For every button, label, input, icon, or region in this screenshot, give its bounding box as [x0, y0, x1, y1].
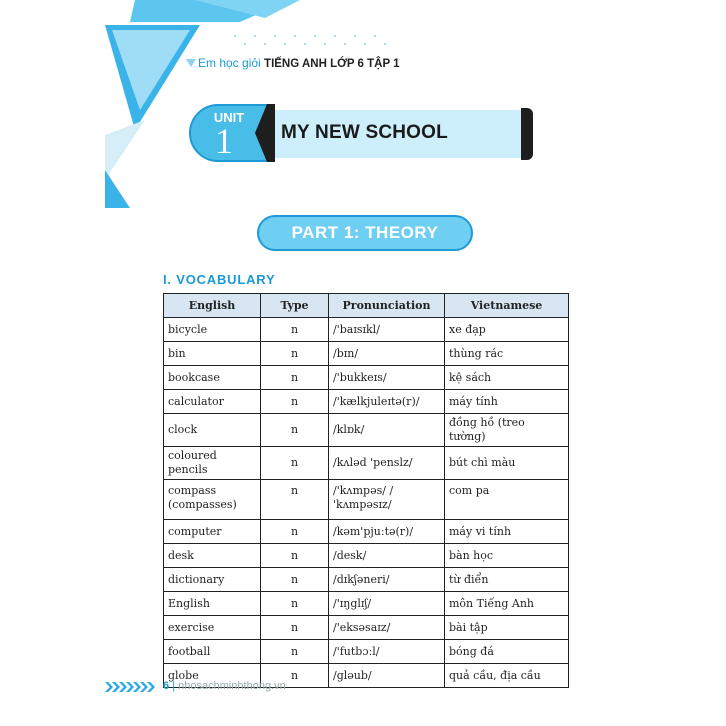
type-cell: n	[260, 341, 329, 366]
table-row: bookcase n/'bukkeɪs/kệ sách	[163, 365, 569, 390]
pronunciation-cell: /'kælkjuleɪtə(r)/	[328, 389, 445, 414]
vietnamese-cell: xe đạp	[444, 317, 569, 342]
footer-separator: |	[172, 680, 176, 692]
table-header-row: English Type Pronunciation Vietnamese	[163, 293, 569, 318]
pronunciation-cell: /'futbɔːl/	[328, 639, 445, 664]
unit-number: 1	[215, 121, 233, 161]
table-row: bicycle n/'baɪsɪkl/xe đạp	[163, 317, 569, 342]
english-cell: bookcase	[163, 365, 261, 390]
type-cell: n	[260, 663, 329, 688]
table-row: globe n/gləub/quả cầu, địa cầu	[163, 663, 569, 688]
pronunciation-cell: /bɪn/	[328, 341, 445, 366]
english-cell: football	[163, 639, 261, 664]
vietnamese-cell: com pa	[444, 479, 569, 520]
table-row: dictionary n/dɪkʃəneri/từ điển	[163, 567, 569, 592]
english-cell: calculator	[163, 389, 261, 414]
type-cell: n	[260, 639, 329, 664]
column-header: English	[163, 293, 261, 318]
vietnamese-cell: bóng đá	[444, 639, 569, 664]
pronunciation-cell: /klɒk/	[328, 413, 445, 447]
pronunciation-cell: /gləub/	[328, 663, 445, 688]
vietnamese-cell: môn Tiếng Anh	[444, 591, 569, 616]
english-cell: computer	[163, 519, 261, 544]
english-cell: desk	[163, 543, 261, 568]
vietnamese-cell: bàn học	[444, 543, 569, 568]
table-row: English n/'ɪŋglɪʃ/môn Tiếng Anh	[163, 591, 569, 616]
page-number: 6	[163, 680, 170, 692]
running-header: Em học giỏi TIẾNG ANH LỚP 6 TẬP 1	[198, 56, 400, 70]
english-cell: English	[163, 591, 261, 616]
type-cell: n	[260, 615, 329, 640]
table-row: bin n/bɪn/thùng rác	[163, 341, 569, 366]
english-cell: dictionary	[163, 567, 261, 592]
table-row: clock n/klɒk/đồng hồ (treo tường)	[163, 413, 569, 447]
triangle-marker-icon	[186, 59, 196, 67]
vietnamese-cell: từ điển	[444, 567, 569, 592]
table-row: exercise n/'eksəsaɪz/bài tập	[163, 615, 569, 640]
vietnamese-cell: quả cầu, địa cầu	[444, 663, 569, 688]
vietnamese-cell: máy vi tính	[444, 519, 569, 544]
title-bar-right-cap	[521, 108, 533, 160]
part-heading: PART 1: THEORY	[257, 215, 473, 251]
type-cell: n	[260, 446, 329, 480]
pronunciation-cell: /'kʌmpəs/ / 'kʌmpəsɪz/	[328, 479, 445, 520]
type-cell: n	[260, 567, 329, 592]
column-header: Pronunciation	[328, 293, 445, 318]
english-cell: globe	[163, 663, 261, 688]
pronunciation-cell: /kəm'pjuːtə(r)/	[328, 519, 445, 544]
vietnamese-cell: kệ sách	[444, 365, 569, 390]
type-cell: n	[260, 317, 329, 342]
table-row: desk n/desk/bàn học	[163, 543, 569, 568]
english-cell: bin	[163, 341, 261, 366]
vocabulary-table: English Type Pronunciation Vietnamese bicyc…	[163, 293, 569, 688]
table-row: computer n/kəm'pjuːtə(r)/máy vi tính	[163, 519, 569, 544]
vietnamese-cell: thùng rác	[444, 341, 569, 366]
vietnamese-cell: bài tập	[444, 615, 569, 640]
table-row: calculator n/'kælkjuleɪtə(r)/máy tính	[163, 389, 569, 414]
english-cell: clock	[163, 413, 261, 447]
english-cell: compass (compasses)	[163, 479, 261, 520]
column-header: Type	[260, 293, 329, 318]
table-row: football n/'futbɔːl/bóng đá	[163, 639, 569, 664]
header-book-title: TIẾNG ANH LỚP 6 TẬP 1	[264, 58, 400, 70]
unit-title-bar	[270, 110, 528, 158]
pronunciation-cell: /'baɪsɪkl/	[328, 317, 445, 342]
section-heading: I. VOCABULARY	[163, 272, 276, 287]
type-cell: n	[260, 479, 329, 520]
english-cell: bicycle	[163, 317, 261, 342]
pronunciation-cell: /'eksəsaɪz/	[328, 615, 445, 640]
type-cell: n	[260, 591, 329, 616]
vietnamese-cell: máy tính	[444, 389, 569, 414]
type-cell: n	[260, 365, 329, 390]
pronunciation-cell: /kʌləd 'penslz/	[328, 446, 445, 480]
type-cell: n	[260, 519, 329, 544]
pronunciation-cell: /desk/	[328, 543, 445, 568]
english-cell: exercise	[163, 615, 261, 640]
table-row: compass (compasses) n/'kʌmpəs/ / 'kʌmpəsɪ…	[163, 479, 569, 520]
column-header: Vietnamese	[444, 293, 569, 318]
unit-title: MY NEW SCHOOL	[281, 122, 448, 143]
page-footer: 6 | nhosachminhthong.vn	[105, 680, 286, 692]
table-row: coloured pencils n/kʌləd 'penslz/bút chì …	[163, 446, 569, 480]
unit-label: UNIT	[213, 110, 245, 125]
pronunciation-cell: /'bukkeɪs/	[328, 365, 445, 390]
pronunciation-cell: /'ɪŋglɪʃ/	[328, 591, 445, 616]
vietnamese-cell: bút chì màu	[444, 446, 569, 480]
header-prefix: Em học giỏi	[198, 56, 261, 70]
vietnamese-cell: đồng hồ (treo tường)	[444, 413, 569, 447]
type-cell: n	[260, 413, 329, 447]
english-cell: coloured pencils	[163, 446, 261, 480]
type-cell: n	[260, 543, 329, 568]
footer-website: nhosachminhthong.vn	[178, 680, 286, 692]
pronunciation-cell: /dɪkʃəneri/	[328, 567, 445, 592]
type-cell: n	[260, 389, 329, 414]
